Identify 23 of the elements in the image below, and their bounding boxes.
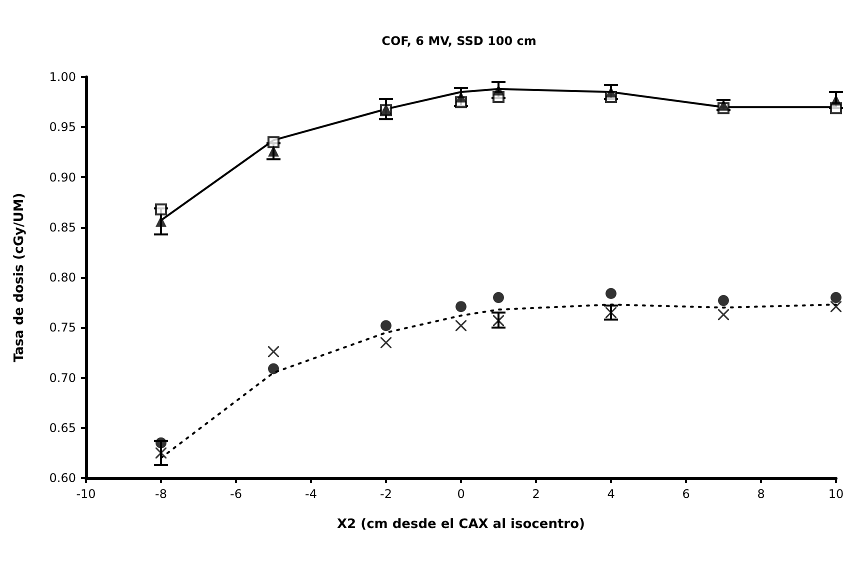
chart-title: COF, 6 MV, SSD 100 cm <box>382 34 536 48</box>
y-tick-label: 0.85 <box>49 220 76 234</box>
y-axis-title: Tasa de dosis (cGy/UM) <box>12 192 27 362</box>
x-tick-label: -2 <box>380 487 392 501</box>
x-tick-label: -4 <box>305 487 317 501</box>
y-tick-label: 0.80 <box>49 270 76 284</box>
y-tick-label: 0.75 <box>49 320 76 335</box>
y-tick-label: 0.60 <box>49 471 76 485</box>
y-tick-label: 1.00 <box>49 70 76 84</box>
x-tick-label: 2 <box>532 487 540 501</box>
x-axis-title: X2 (cm desde el CAX al isocentro) <box>337 517 585 532</box>
y-tick-label: 0.70 <box>49 370 76 385</box>
x-tick-label: 4 <box>607 487 615 501</box>
x-tick-label: -10 <box>76 487 96 501</box>
x-tick-label: 0 <box>457 487 465 501</box>
y-tick-label: 0.65 <box>49 420 76 435</box>
x-tick-label: -8 <box>155 487 167 501</box>
y-tick-label: 0.95 <box>49 120 76 134</box>
y-tick-label: 0.90 <box>49 170 76 184</box>
x-tick-label: 10 <box>828 487 844 501</box>
x-tick-label: 6 <box>682 487 690 501</box>
x-tick-label: 8 <box>757 487 765 501</box>
x-tick-label: -6 <box>230 487 242 501</box>
